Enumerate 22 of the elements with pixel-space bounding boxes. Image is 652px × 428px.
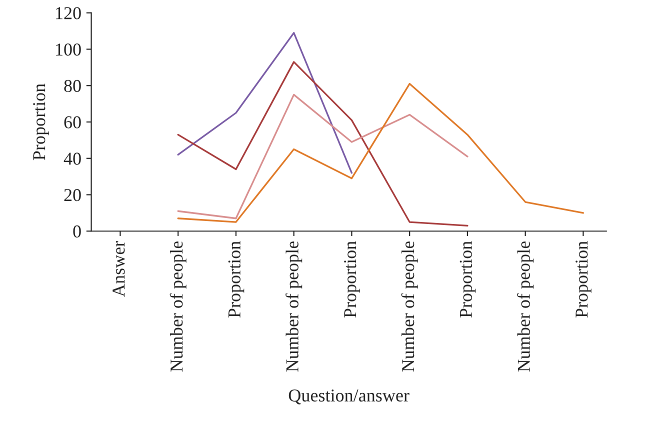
y-tick-label: 60 xyxy=(64,116,81,128)
x-tick-label: Number of people xyxy=(517,241,534,372)
x-tick-label: Proportion xyxy=(228,241,244,318)
y-tick-label: 100 xyxy=(56,43,81,56)
x-tick-label: Proportion xyxy=(576,241,592,318)
x-tick-label: Number of people xyxy=(286,241,302,372)
line-series xyxy=(177,32,353,174)
x-axis-title: Question/answer xyxy=(288,389,410,404)
line-series xyxy=(177,82,584,223)
x-tick-label: Number of people xyxy=(401,241,418,372)
x-tick-label: Proportion xyxy=(344,241,360,318)
line-series xyxy=(177,61,468,226)
x-tick-label: Proportion xyxy=(460,241,476,318)
y-tick-label: 20 xyxy=(64,188,81,202)
y-tick-label: 0 xyxy=(73,225,81,238)
x-tick-label: Answer xyxy=(112,241,125,297)
y-axis-title: Proportion xyxy=(33,84,49,160)
x-tick-label: Number of people xyxy=(170,241,186,372)
y-tick-label: 120 xyxy=(56,7,81,20)
y-tick-label: 80 xyxy=(64,80,81,92)
y-tick-label: 40 xyxy=(64,152,81,165)
line-series xyxy=(177,94,468,220)
